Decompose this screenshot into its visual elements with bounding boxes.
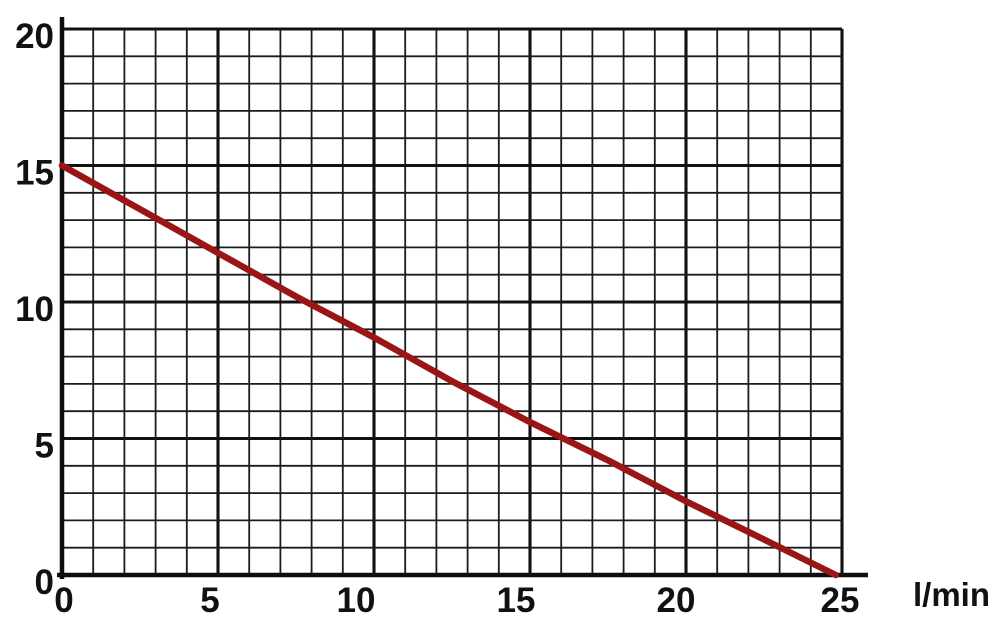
x-tick-label-25: 25	[821, 581, 860, 620]
x-axis-unit-label: l/min	[913, 576, 990, 613]
axes	[57, 17, 868, 579]
x-tick-labels: 0 5 10 15 20 25	[54, 581, 859, 620]
y-tick-label-15: 15	[15, 154, 54, 193]
x-tick-label-0: 0	[54, 581, 73, 620]
y-tick-label-20: 20	[15, 17, 54, 56]
x-tick-label-5: 5	[200, 581, 219, 620]
grid	[60, 27, 844, 577]
series-layer	[58, 162, 840, 579]
x-tick-label-10: 10	[337, 581, 376, 620]
y-tick-label-0: 0	[35, 563, 54, 602]
x-tick-label-15: 15	[497, 581, 536, 620]
y-tick-labels: 0 5 10 15 20	[15, 17, 54, 602]
y-tick-label-5: 5	[35, 427, 54, 466]
pump-capacity-curve	[58, 162, 840, 579]
y-tick-label-10: 10	[15, 290, 54, 329]
x-tick-label-20: 20	[657, 581, 696, 620]
